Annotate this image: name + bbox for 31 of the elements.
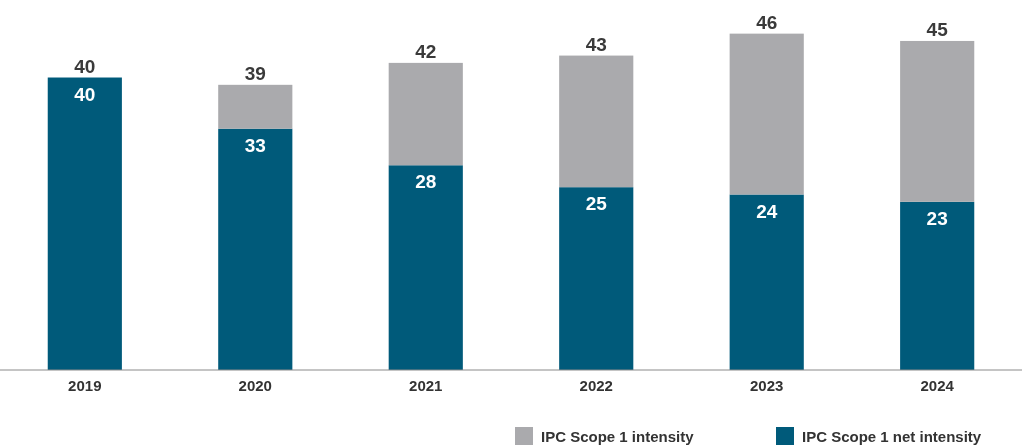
total-label: 43 xyxy=(585,33,607,55)
total-label: 40 xyxy=(74,55,96,77)
data-label: 33 xyxy=(244,134,266,156)
x-tick-label: 2022 xyxy=(579,377,613,394)
x-tick-label: 2023 xyxy=(750,377,784,394)
bar xyxy=(900,40,975,202)
bar xyxy=(388,62,463,166)
bar xyxy=(729,33,804,195)
data-label: 23 xyxy=(926,207,948,229)
bar xyxy=(47,77,122,370)
total-label: 46 xyxy=(756,11,778,33)
x-tick-label: 2024 xyxy=(920,377,955,394)
bar xyxy=(900,201,975,370)
x-tick-label: 2020 xyxy=(238,377,272,394)
legend-label: IPC Scope 1 net intensity xyxy=(802,428,982,445)
bar xyxy=(559,187,634,370)
bar xyxy=(218,128,293,370)
data-label: 40 xyxy=(74,83,96,105)
data-label: 24 xyxy=(756,200,778,222)
data-label: 28 xyxy=(415,171,437,193)
total-label: 39 xyxy=(244,62,266,84)
total-label: 45 xyxy=(926,18,949,40)
x-tick-label: 2019 xyxy=(68,377,102,394)
x-tick-label: 2021 xyxy=(409,377,443,394)
bar xyxy=(559,55,634,188)
bar xyxy=(729,194,804,370)
total-label: 42 xyxy=(415,40,437,62)
bar xyxy=(388,165,463,370)
legend-label: IPC Scope 1 intensity xyxy=(541,428,695,445)
data-label: 25 xyxy=(585,193,608,215)
bar xyxy=(218,84,293,129)
